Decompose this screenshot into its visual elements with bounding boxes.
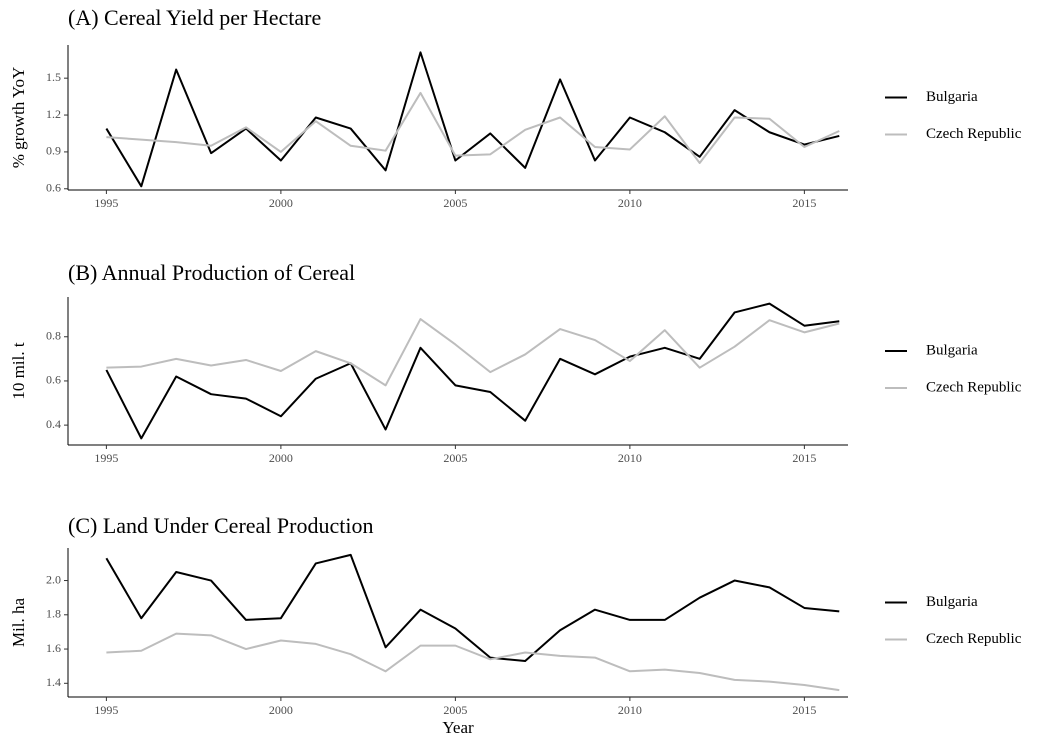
- y-axis-label: Mil. ha: [9, 597, 28, 647]
- legend-label: Czech Republic: [926, 631, 1022, 647]
- x-tick-label: 2000: [269, 451, 293, 465]
- y-tick-label: 0.4: [46, 417, 61, 431]
- x-tick-label: 1995: [94, 451, 118, 465]
- panel-title: (B) Annual Production of Cereal: [68, 260, 355, 285]
- series-line: [105, 302, 840, 440]
- y-tick-label: 1.4: [46, 675, 61, 689]
- legend-label: Bulgaria: [926, 342, 978, 358]
- series-line: [105, 51, 840, 188]
- x-tick-label: 2010: [618, 196, 642, 210]
- x-axis-label: Year: [442, 718, 474, 737]
- y-tick-label: 0.6: [46, 373, 61, 387]
- y-axis-label: 10 mil. t: [9, 342, 28, 399]
- y-tick-label: 0.8: [46, 329, 61, 343]
- x-tick-label: 2015: [792, 703, 816, 717]
- x-tick-label: 2000: [269, 703, 293, 717]
- y-tick-label: 0.6: [46, 181, 61, 195]
- series-line: [106, 91, 840, 164]
- x-tick-label: 2005: [443, 451, 467, 465]
- y-tick-label: 1.6: [46, 641, 61, 655]
- y-tick-label: 2.0: [46, 572, 61, 586]
- series-line: [106, 318, 840, 387]
- legend-label: Bulgaria: [926, 89, 978, 105]
- x-tick-label: 1995: [94, 196, 118, 210]
- x-tick-label: 1995: [94, 703, 118, 717]
- x-tick-label: 2010: [618, 703, 642, 717]
- y-tick-label: 1.2: [46, 107, 61, 121]
- x-tick-label: 2000: [269, 196, 293, 210]
- panel-title: (C) Land Under Cereal Production: [68, 513, 373, 538]
- y-tick-label: 1.5: [46, 70, 61, 84]
- panel-title: (A) Cereal Yield per Hectare: [68, 5, 321, 30]
- y-tick-label: 1.8: [46, 607, 61, 621]
- legend-label: Czech Republic: [926, 379, 1022, 395]
- legend-label: Bulgaria: [926, 594, 978, 610]
- series-line: [105, 553, 840, 663]
- x-tick-label: 2005: [443, 703, 467, 717]
- x-tick-label: 2010: [618, 451, 642, 465]
- series-line: [106, 632, 840, 692]
- y-axis-label: % growth YoY: [9, 67, 28, 169]
- x-tick-label: 2005: [443, 196, 467, 210]
- y-tick-label: 0.9: [46, 144, 61, 158]
- x-tick-label: 2015: [792, 451, 816, 465]
- legend-label: Czech Republic: [926, 126, 1022, 142]
- x-tick-label: 2015: [792, 196, 816, 210]
